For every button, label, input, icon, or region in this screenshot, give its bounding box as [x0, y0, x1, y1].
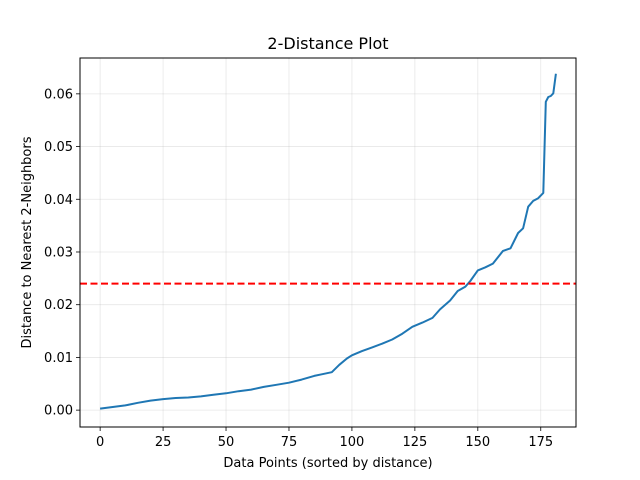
- x-tick-label: 0: [96, 435, 104, 450]
- series-layer: [80, 73, 576, 410]
- plot-frame: [79, 57, 577, 428]
- ticks-layer: 0 25 50 75 100 125 150 175 0.00 0.01 0.02 0.03 0.04 0…: [44, 87, 553, 450]
- grid: [80, 58, 576, 427]
- y-tick-label: 0.04: [44, 193, 73, 208]
- x-tick-label: 150: [465, 435, 490, 450]
- y-tick-label: 0.01: [44, 351, 73, 366]
- x-tick-label: 125: [402, 435, 427, 450]
- x-axis-label: Data Points (sorted by distance): [223, 456, 432, 471]
- y-tick-label: 0.02: [44, 298, 73, 313]
- x-tick-label: 175: [528, 435, 553, 450]
- y-tick-label: 0.03: [44, 245, 73, 260]
- x-tick-label: 50: [218, 435, 235, 450]
- x-tick-label: 75: [281, 435, 298, 450]
- x-tick-label: 100: [340, 435, 365, 450]
- y-tick-label: 0.00: [44, 404, 73, 419]
- distance-curve: [99, 73, 557, 410]
- y-tick-label: 0.06: [44, 87, 73, 102]
- chart-title: 2-Distance Plot: [267, 34, 388, 53]
- x-tick-label: 25: [155, 435, 172, 450]
- y-axis-label: Distance to Nearest 2-Neighbors: [20, 136, 35, 348]
- y-tick-label: 0.05: [44, 140, 73, 155]
